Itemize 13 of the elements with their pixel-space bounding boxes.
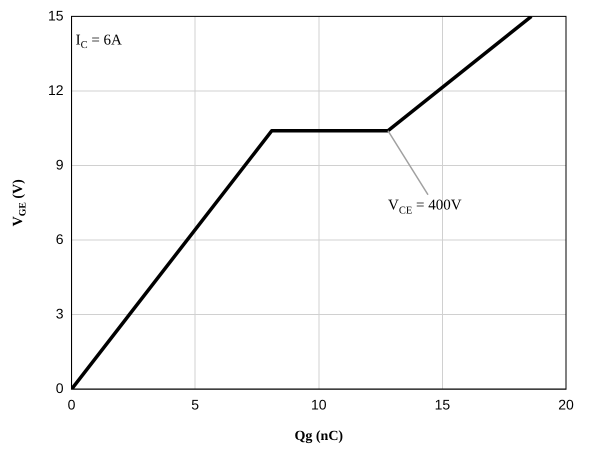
x-tick-label: 20 [558, 396, 574, 412]
x-tick-label: 10 [310, 396, 327, 412]
x-tick-label: 5 [191, 396, 200, 412]
y-tick-label: 3 [56, 306, 64, 322]
x-tick-label: 0 [68, 396, 76, 412]
y-tick-label: 0 [56, 380, 64, 396]
y-tick-label: 9 [56, 156, 64, 172]
y-tick-label: 12 [48, 82, 64, 98]
y-tick-label: 6 [56, 230, 64, 247]
y-axis-title: VGE (V) [11, 178, 28, 226]
y-tick-label: 15 [48, 7, 64, 24]
x-axis-title: Qg (nC) [294, 429, 344, 444]
x-tick-label: 15 [434, 396, 450, 412]
